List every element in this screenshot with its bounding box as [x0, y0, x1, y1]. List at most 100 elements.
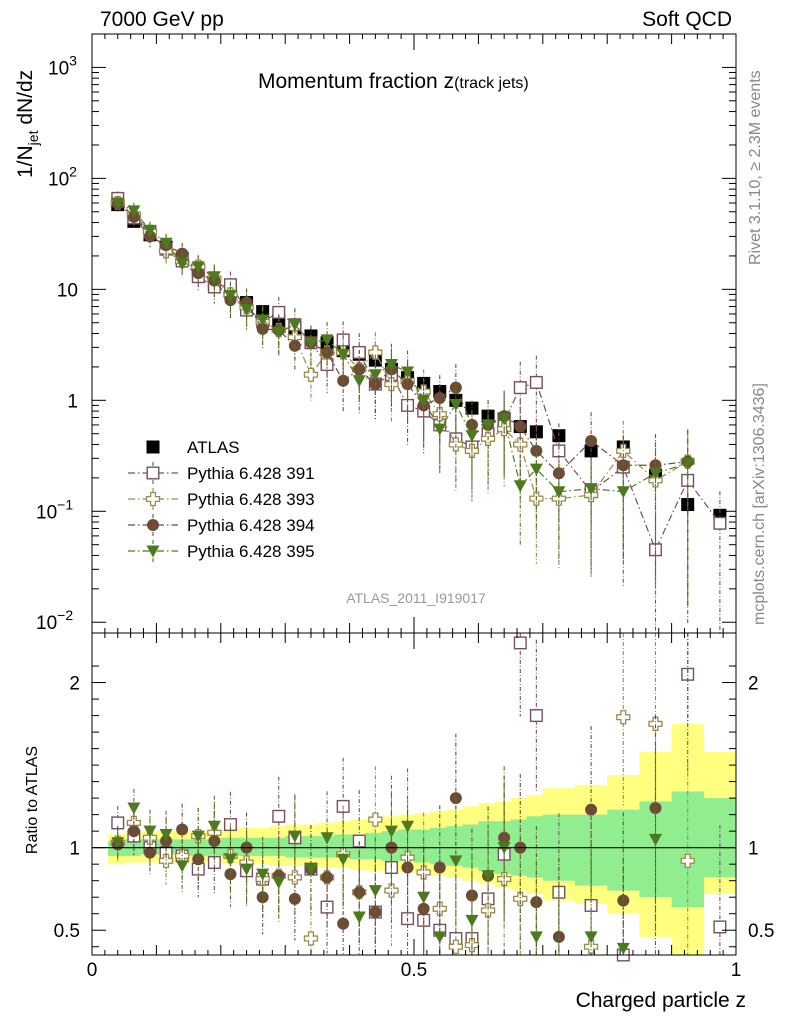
- data-point: [352, 911, 366, 924]
- data-point: [272, 876, 286, 889]
- y-tick-label-top: 102: [48, 163, 77, 190]
- mcplots-label: mcplots.cern.ch [arXiv:1306.3436]: [751, 383, 768, 625]
- data-point: [616, 486, 630, 499]
- data-point: [143, 846, 156, 859]
- data-point: [513, 480, 527, 493]
- data-point: [127, 802, 141, 815]
- data-point: [303, 367, 319, 382]
- data-point: [529, 931, 543, 944]
- data-point: [681, 457, 695, 470]
- data-point: [417, 902, 430, 915]
- data-point: [159, 828, 173, 841]
- band-inner-bin: [365, 832, 383, 860]
- data-point: [417, 891, 431, 904]
- data-point: [616, 710, 631, 725]
- data-point: [401, 366, 415, 379]
- data-point: [336, 853, 350, 866]
- data-point: [143, 825, 157, 838]
- band-inner-bin: [301, 836, 318, 858]
- y-tick-label-ratio: 1: [69, 839, 80, 860]
- data-point: [649, 833, 662, 846]
- y-tick-label-ratio: 2: [69, 674, 80, 695]
- x-tick-label: 0.5: [401, 960, 427, 981]
- data-point: [320, 832, 334, 845]
- data-point: [432, 901, 447, 916]
- data-point: [256, 868, 270, 881]
- data-point: [352, 375, 366, 388]
- data-point: [207, 271, 221, 284]
- process-label: Soft QCD: [642, 8, 732, 31]
- data-point: [530, 896, 543, 909]
- data-point: [384, 359, 398, 372]
- data-point: [320, 334, 334, 347]
- data-point: [158, 853, 174, 869]
- data-point: [288, 830, 302, 843]
- legend-entry: Pythia 6.428 395: [128, 540, 315, 562]
- data-point: [465, 914, 479, 927]
- data-point: [514, 420, 527, 433]
- top-pythia-6-428-395: [111, 196, 695, 608]
- data-point: [304, 863, 318, 876]
- legend-marker: [146, 545, 160, 558]
- data-point: [207, 820, 221, 833]
- legend-label: Pythia 6.428 394: [187, 516, 315, 535]
- data-point: [616, 942, 630, 955]
- data-point: [649, 467, 662, 480]
- beam-label: 7000 GeV pp: [100, 8, 224, 31]
- band-inner-bin: [269, 837, 286, 856]
- y-tick-label-top: 10: [57, 280, 78, 301]
- plot-title: Momentum fraction z(track jets): [258, 70, 529, 93]
- data-point: [529, 709, 543, 723]
- data-point: [648, 716, 663, 731]
- data-point: [480, 903, 496, 918]
- data-point: [585, 434, 598, 447]
- band-inner-bin: [478, 821, 495, 871]
- data-point: [713, 516, 727, 530]
- analysis-tag: ATLAS_2011_I919017: [346, 590, 486, 606]
- legend-label: ATLAS: [187, 438, 240, 457]
- data-point: [448, 939, 464, 954]
- data-point: [513, 636, 527, 650]
- y-tick-label-ratio-right: 0.5: [748, 921, 774, 942]
- y-tick-label-top: 10−2: [36, 607, 73, 634]
- data-point: [175, 860, 189, 873]
- data-point: [127, 825, 140, 838]
- top-pythia-6-428-391: [111, 191, 727, 633]
- data-point: [449, 398, 463, 411]
- data-point: [191, 830, 205, 843]
- x-axis-label: Charged particle z: [576, 989, 746, 1012]
- data-point: [497, 413, 511, 426]
- y-tick-label-ratio: 0.5: [54, 921, 80, 942]
- data-point: [401, 861, 414, 874]
- data-point: [256, 322, 269, 335]
- data-point: [368, 812, 383, 827]
- data-point: [449, 855, 463, 868]
- data-point: [272, 809, 286, 823]
- series-layer: [110, 191, 727, 962]
- band-inner-bin: [430, 827, 447, 865]
- data-point: [513, 381, 527, 395]
- data-point: [465, 430, 479, 443]
- data-point: [304, 337, 318, 350]
- ratio-pythia-6-428-395: [111, 633, 689, 955]
- data-point: [530, 444, 543, 457]
- data-point: [159, 237, 173, 250]
- legend-marker: [145, 491, 161, 507]
- data-point: [256, 314, 270, 327]
- band-inner-bin: [462, 824, 479, 868]
- data-point: [465, 401, 479, 415]
- data-point: [223, 290, 237, 303]
- data-point: [649, 802, 662, 815]
- data-point: [384, 376, 399, 392]
- y-axis-label-top: 1/Njet dN/dz: [14, 70, 41, 178]
- data-point: [240, 303, 254, 316]
- legend-entry: ATLAS: [146, 438, 240, 457]
- data-point: [617, 894, 630, 907]
- legend-label: Pythia 6.428 393: [187, 490, 315, 509]
- data-point: [272, 326, 286, 339]
- data-point: [352, 834, 366, 848]
- rivet-version-label: Rivet 3.1.10, ≥ 2.3M events: [747, 70, 764, 265]
- data-point: [337, 917, 350, 930]
- data-point: [584, 931, 598, 944]
- legend-label: Pythia 6.428 391: [187, 464, 315, 483]
